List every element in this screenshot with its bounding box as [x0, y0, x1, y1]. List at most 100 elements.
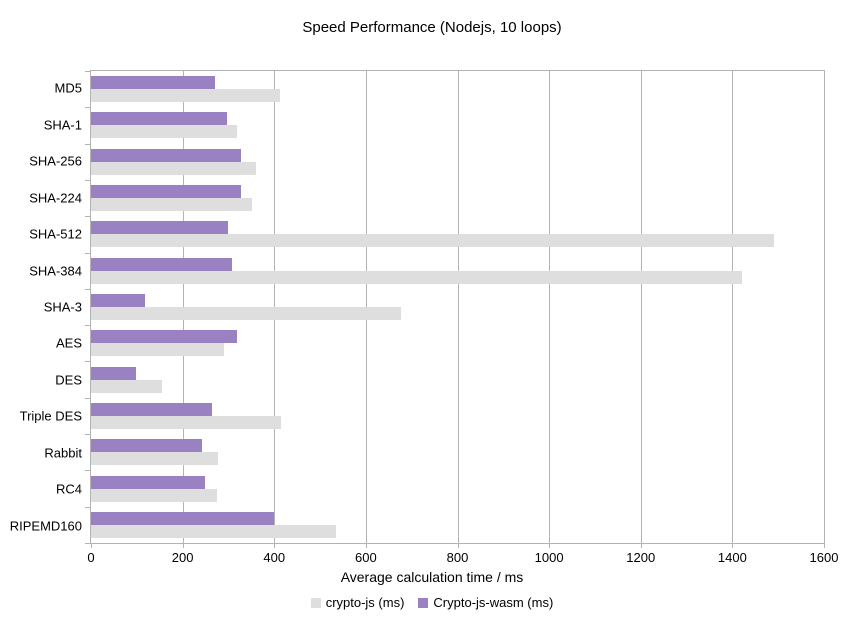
x-tick-1400: [732, 543, 734, 548]
bar-crypto-js-ms-sha-256: [91, 161, 256, 175]
x-tick-800: [457, 543, 459, 548]
y-tick-4: [85, 216, 90, 218]
x-tick-label-200: 200: [171, 550, 194, 565]
y-tick-6: [85, 288, 90, 290]
y-tick-0: [85, 71, 90, 72]
bar-crypto-js-wasm-ms-sha-1: [91, 112, 227, 126]
y-tick-7: [85, 325, 90, 327]
x-tick-label-1000: 1000: [534, 550, 564, 565]
bar-crypto-js-wasm-ms-md5: [91, 76, 215, 90]
y-tick-11: [85, 470, 90, 472]
legend-label-crypto-js: crypto-js (ms): [325, 595, 405, 610]
bar-crypto-js-ms-sha-384: [91, 270, 743, 284]
bar-crypto-js-ms-sha-512: [91, 234, 774, 248]
x-tick-label-600: 600: [355, 550, 377, 565]
category-row-rabbit: [91, 434, 824, 470]
plot-area: 0 200 400 600 800 1000 1200 1400 1600: [85, 70, 838, 565]
x-tick-label-800: 800: [446, 550, 469, 565]
y-axis-label-sha-224: SHA-224: [29, 190, 82, 206]
bar-crypto-js-ms-triple-des: [91, 415, 282, 429]
x-tick-label-400: 400: [263, 550, 286, 565]
category-row-triple-des: [91, 398, 824, 434]
y-axis-label-md5: MD5: [54, 80, 82, 96]
bar-crypto-js-wasm-ms-triple-des: [91, 402, 213, 416]
y-axis-label-sha-1: SHA-1: [43, 117, 82, 133]
gridline-1000: [549, 71, 551, 543]
legend-swatch-crypto-js-wasm: [418, 597, 429, 608]
category-row-ripemd160: [91, 507, 824, 543]
bar-crypto-js-ms-sha-1: [91, 125, 238, 139]
legend-label-crypto-js-wasm: Crypto-js-wasm (ms): [433, 595, 554, 610]
legend-item-crypto-js-wasm: Crypto-js-wasm (ms): [418, 595, 553, 610]
y-axis-label-rc4: RC4: [55, 481, 82, 497]
bar-crypto-js-ms-rc4: [91, 488, 217, 502]
bar-crypto-js-wasm-ms-rabbit: [91, 439, 203, 453]
y-tick-9: [85, 397, 90, 399]
bar-crypto-js-wasm-ms-sha-512: [91, 221, 228, 235]
gridline-1400: [732, 71, 734, 543]
bar-crypto-js-wasm-ms-rc4: [91, 475, 206, 489]
y-axis-label-ripemd160: RIPEMD160: [9, 518, 82, 534]
x-tick-label-0: 0: [87, 550, 95, 565]
x-tick-400: [274, 543, 276, 548]
y-tick-3: [85, 179, 90, 181]
x-tick-label-1200: 1200: [626, 550, 656, 565]
category-row-des: [91, 361, 824, 397]
x-tick-label-1600: 1600: [809, 550, 839, 565]
legend-item-crypto-js: crypto-js (ms): [310, 595, 405, 610]
x-axis-title: Average calculation time / ms: [340, 569, 524, 585]
x-tick-1000: [549, 543, 551, 548]
category-row-sha-224: [91, 180, 824, 216]
x-tick-0: [91, 543, 92, 548]
bar-crypto-js-wasm-ms-aes: [91, 330, 237, 344]
y-axis-label-sha-256: SHA-256: [29, 153, 82, 169]
y-axis-label-des: DES: [55, 372, 82, 388]
chart-legend: crypto-js (ms) Crypto-js-wasm (ms): [0, 595, 864, 610]
y-tick-12: [85, 506, 90, 508]
bar-crypto-js-ms-sha-3: [91, 306, 401, 320]
bar-crypto-js-ms-sha-224: [91, 198, 253, 212]
bar-crypto-js-wasm-ms-des: [91, 366, 137, 380]
category-row-md5: [91, 71, 824, 107]
y-axis-label-rabbit: Rabbit: [44, 445, 82, 461]
gridline-1200: [640, 71, 642, 543]
bar-crypto-js-wasm-ms-sha-3: [91, 293, 145, 307]
category-row-sha-512: [91, 216, 824, 252]
bar-crypto-js-wasm-ms-sha-256: [91, 148, 242, 162]
legend-swatch-crypto-js: [310, 597, 321, 608]
bar-crypto-js-ms-md5: [91, 89, 281, 103]
category-row-sha-3: [91, 289, 824, 325]
chart-title: Speed Performance (Nodejs, 10 loops): [302, 19, 562, 36]
y-axis-label-sha-512: SHA-512: [29, 226, 82, 242]
bar-crypto-js-ms-rabbit: [91, 452, 219, 466]
category-row-sha-1: [91, 107, 824, 143]
y-tick-1: [85, 107, 90, 109]
y-axis-label-aes: AES: [55, 335, 82, 351]
category-row-aes: [91, 325, 824, 361]
x-tick-1200: [640, 543, 642, 548]
x-tick-600: [365, 543, 367, 548]
y-axis-labels: MD5 SHA-1 SHA-256 SHA-224 SHA-512 SHA-384 SHA-…: [0, 70, 82, 544]
bar-crypto-js-ms-ripemd160: [91, 524, 337, 538]
bar-crypto-js-wasm-ms-sha-224: [91, 185, 242, 199]
x-tick-200: [182, 543, 184, 548]
x-tick-label-1400: 1400: [717, 550, 747, 565]
bar-crypto-js-ms-aes: [91, 343, 225, 357]
y-tick-8: [85, 361, 90, 363]
bar-crypto-js-ms-des: [91, 379, 162, 393]
y-axis-label-triple-des: Triple DES: [19, 408, 82, 424]
category-row-sha-384: [91, 253, 824, 289]
gridline-800: [457, 71, 459, 543]
bar-crypto-js-wasm-ms-ripemd160: [91, 511, 275, 525]
y-tick-5: [85, 252, 90, 254]
y-tick-13: [85, 543, 90, 544]
y-tick-10: [85, 434, 90, 436]
category-row-sha-256: [91, 144, 824, 180]
y-axis-label-sha-384: SHA-384: [29, 263, 82, 279]
y-tick-2: [85, 143, 90, 145]
bar-crypto-js-wasm-ms-sha-384: [91, 257, 232, 271]
x-tick-1600: [824, 543, 825, 548]
y-axis-label-sha-3: SHA-3: [43, 299, 82, 315]
category-row-rc4: [91, 470, 824, 506]
